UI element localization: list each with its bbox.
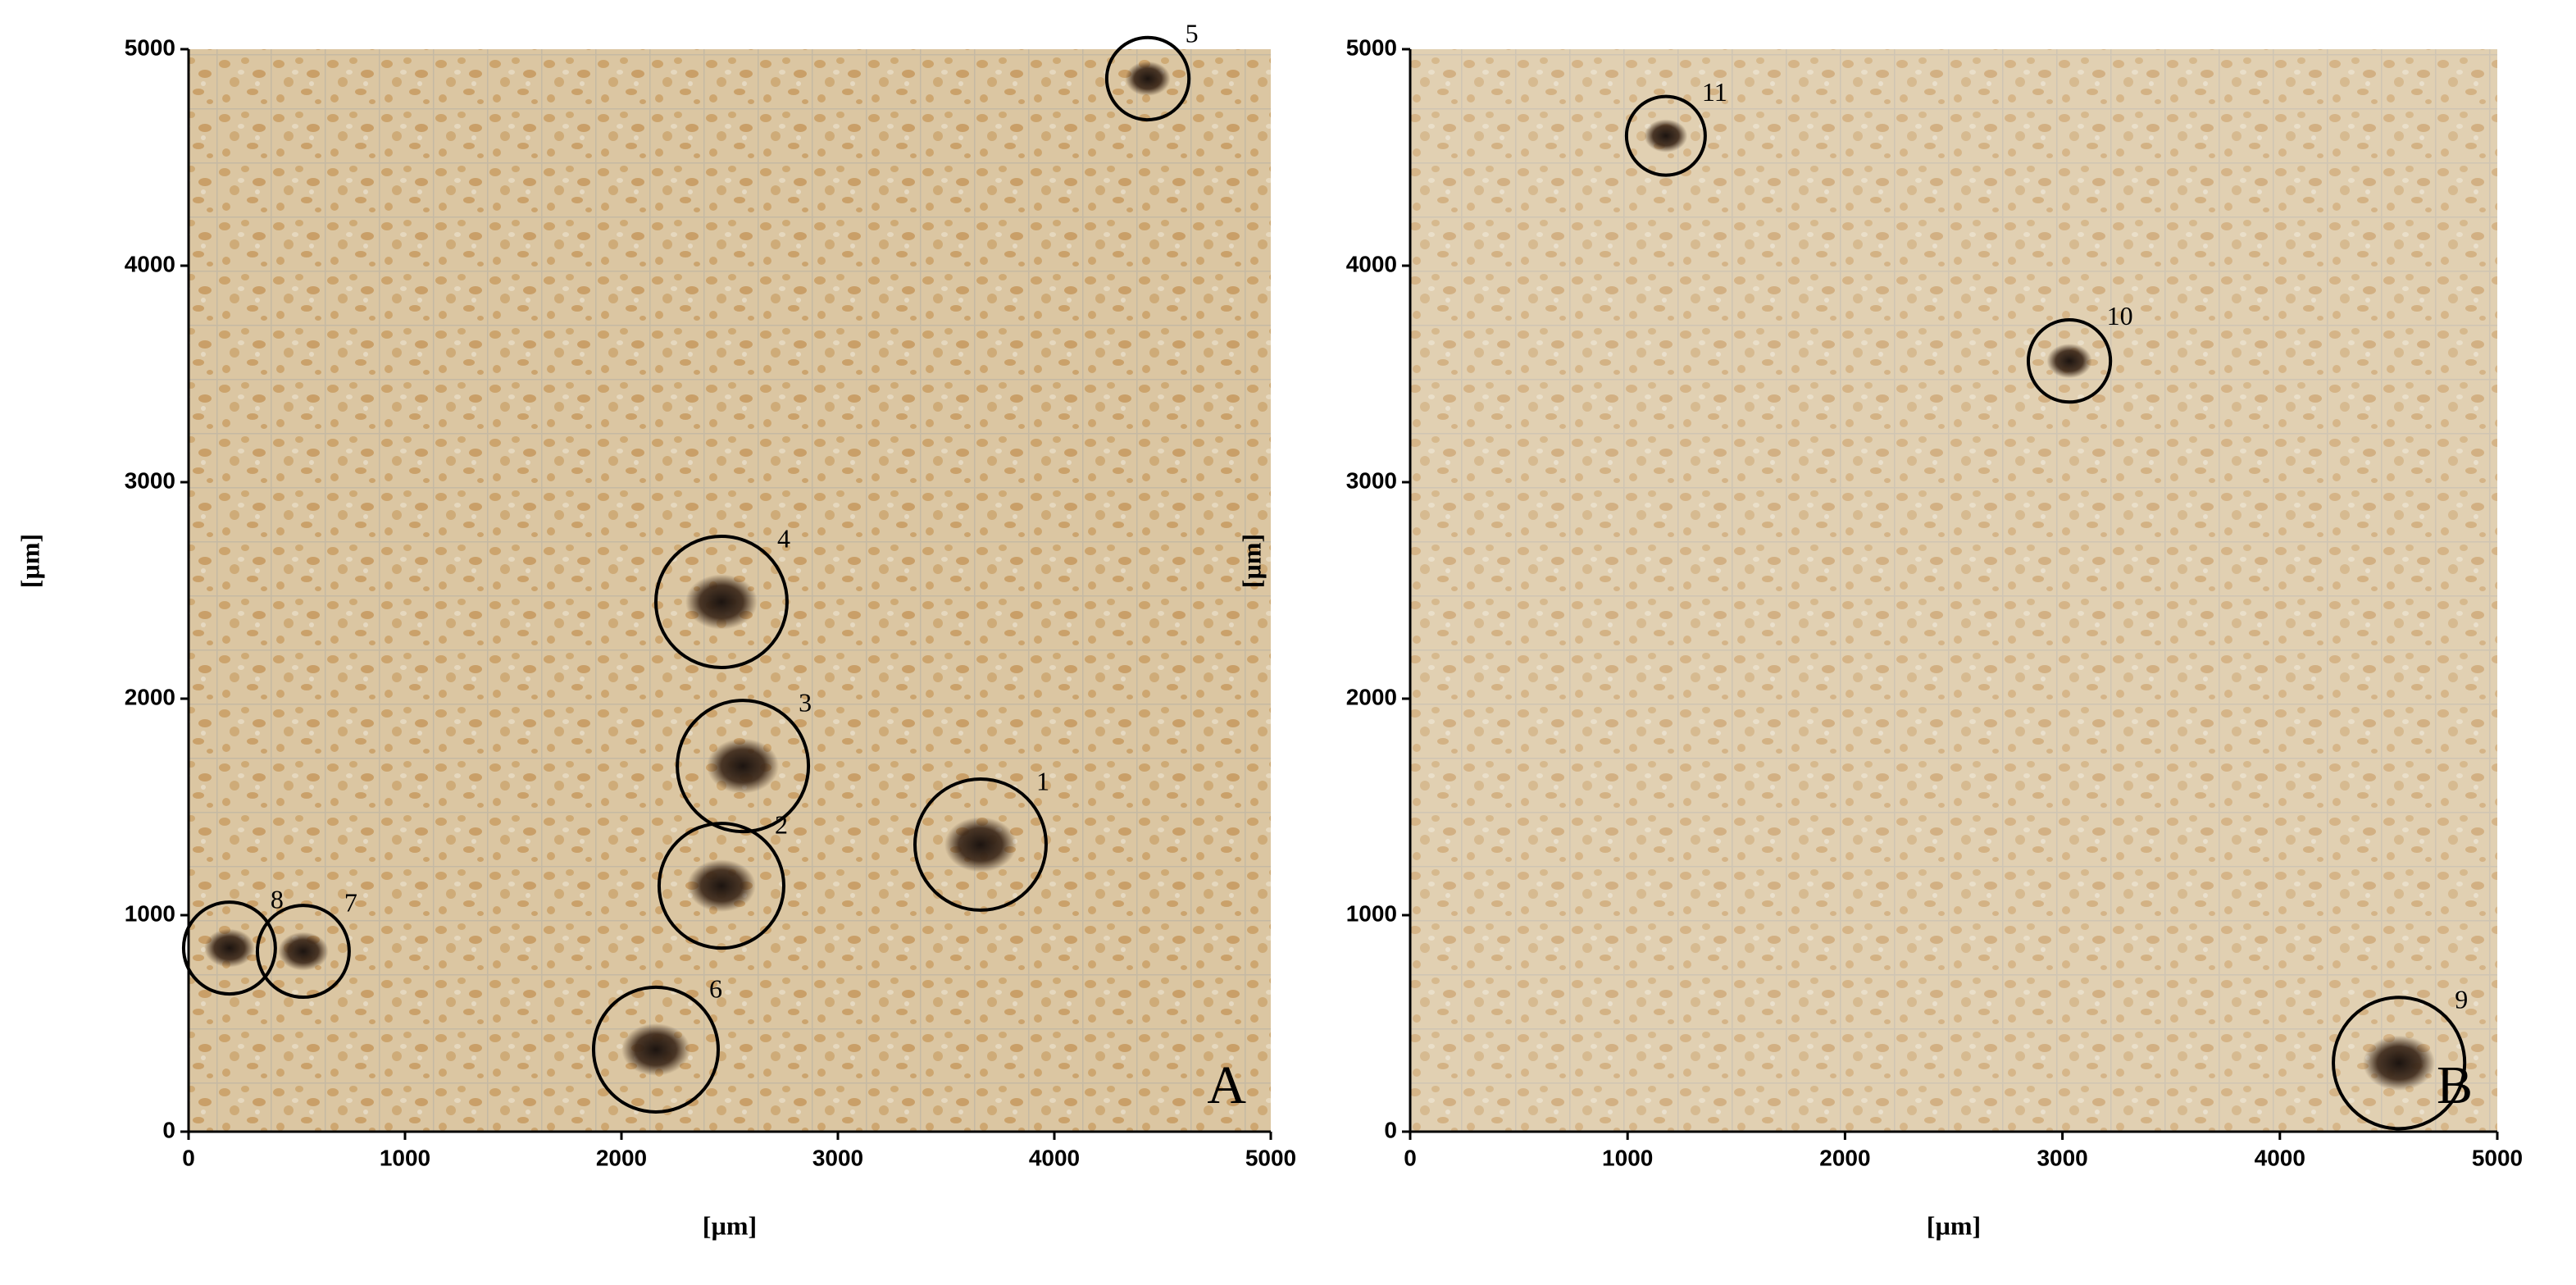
particle-circle: [653, 535, 789, 669]
y-axis-label: [µm]: [1236, 534, 1266, 588]
x-tick-label: 5000: [2472, 1145, 2523, 1170]
x-tick-label: 4000: [1029, 1145, 1080, 1170]
particle: [278, 932, 329, 971]
particle-circle: [1104, 35, 1191, 122]
y-axis-label: [µm]: [15, 534, 44, 588]
particle-label: 1: [1036, 766, 1049, 795]
particle-circle: [1624, 94, 1707, 177]
particle-circle: [181, 900, 277, 996]
x-axis-label: [µm]: [703, 1210, 757, 1240]
y-tick-label: 5000: [1346, 34, 1397, 60]
particle-circle: [913, 777, 1048, 912]
y-tick-label: 3000: [1346, 467, 1397, 493]
x-tick-label: 5000: [1245, 1145, 1296, 1170]
particle-label: 11: [1702, 77, 1727, 107]
particle-circle: [676, 699, 811, 834]
x-tick-label: 3000: [2037, 1145, 2087, 1170]
particle-circle: [657, 822, 786, 950]
y-tick-label: 2000: [125, 684, 175, 709]
particle-label: 3: [799, 687, 812, 717]
particle-circle: [2332, 996, 2467, 1131]
micrograph-haze: [1410, 49, 2497, 1132]
particle-label: 4: [777, 523, 790, 553]
particle-label: 6: [709, 973, 722, 1003]
particle-label: 7: [344, 887, 357, 917]
y-tick-label: 5000: [125, 34, 175, 60]
particle: [1125, 61, 1171, 96]
x-tick-label: 2000: [596, 1145, 647, 1170]
x-tick-label: 0: [1404, 1145, 1417, 1170]
y-tick-label: 4000: [125, 251, 175, 276]
particle: [2046, 344, 2092, 379]
panel-letter: B: [2437, 1055, 2473, 1115]
y-tick-label: 1000: [1346, 900, 1397, 926]
particle-circle: [255, 904, 351, 1000]
particle-circle: [591, 985, 721, 1114]
x-tick-label: 1000: [380, 1145, 430, 1170]
x-tick-label: 3000: [812, 1145, 863, 1170]
x-tick-label: 1000: [1602, 1145, 1653, 1170]
panel-letter: A: [1207, 1055, 1246, 1115]
particle-label: 9: [2455, 985, 2468, 1014]
particle-label: 10: [2107, 301, 2133, 330]
particle: [621, 1023, 690, 1076]
y-tick-label: 4000: [1346, 251, 1397, 276]
micrograph: [1410, 49, 2497, 1132]
particle: [2363, 1035, 2436, 1091]
particle: [687, 859, 756, 913]
particle-label: 5: [1186, 19, 1199, 48]
particle-circle: [2026, 318, 2113, 404]
x-axis-label: [µm]: [1927, 1210, 1981, 1240]
particle: [707, 738, 780, 794]
y-tick-label: 3000: [125, 467, 175, 493]
particle: [685, 574, 758, 630]
x-tick-label: 4000: [2255, 1145, 2305, 1170]
y-tick-label: 0: [1384, 1117, 1397, 1142]
particle-label: 8: [271, 884, 284, 914]
y-tick-label: 1000: [125, 900, 175, 926]
y-tick-label: 2000: [1346, 684, 1397, 709]
x-tick-label: 0: [182, 1145, 195, 1170]
particle: [944, 817, 1017, 873]
particle: [204, 928, 255, 968]
particle: [1644, 119, 1688, 153]
y-tick-label: 0: [162, 1117, 175, 1142]
x-tick-label: 2000: [1819, 1145, 1870, 1170]
